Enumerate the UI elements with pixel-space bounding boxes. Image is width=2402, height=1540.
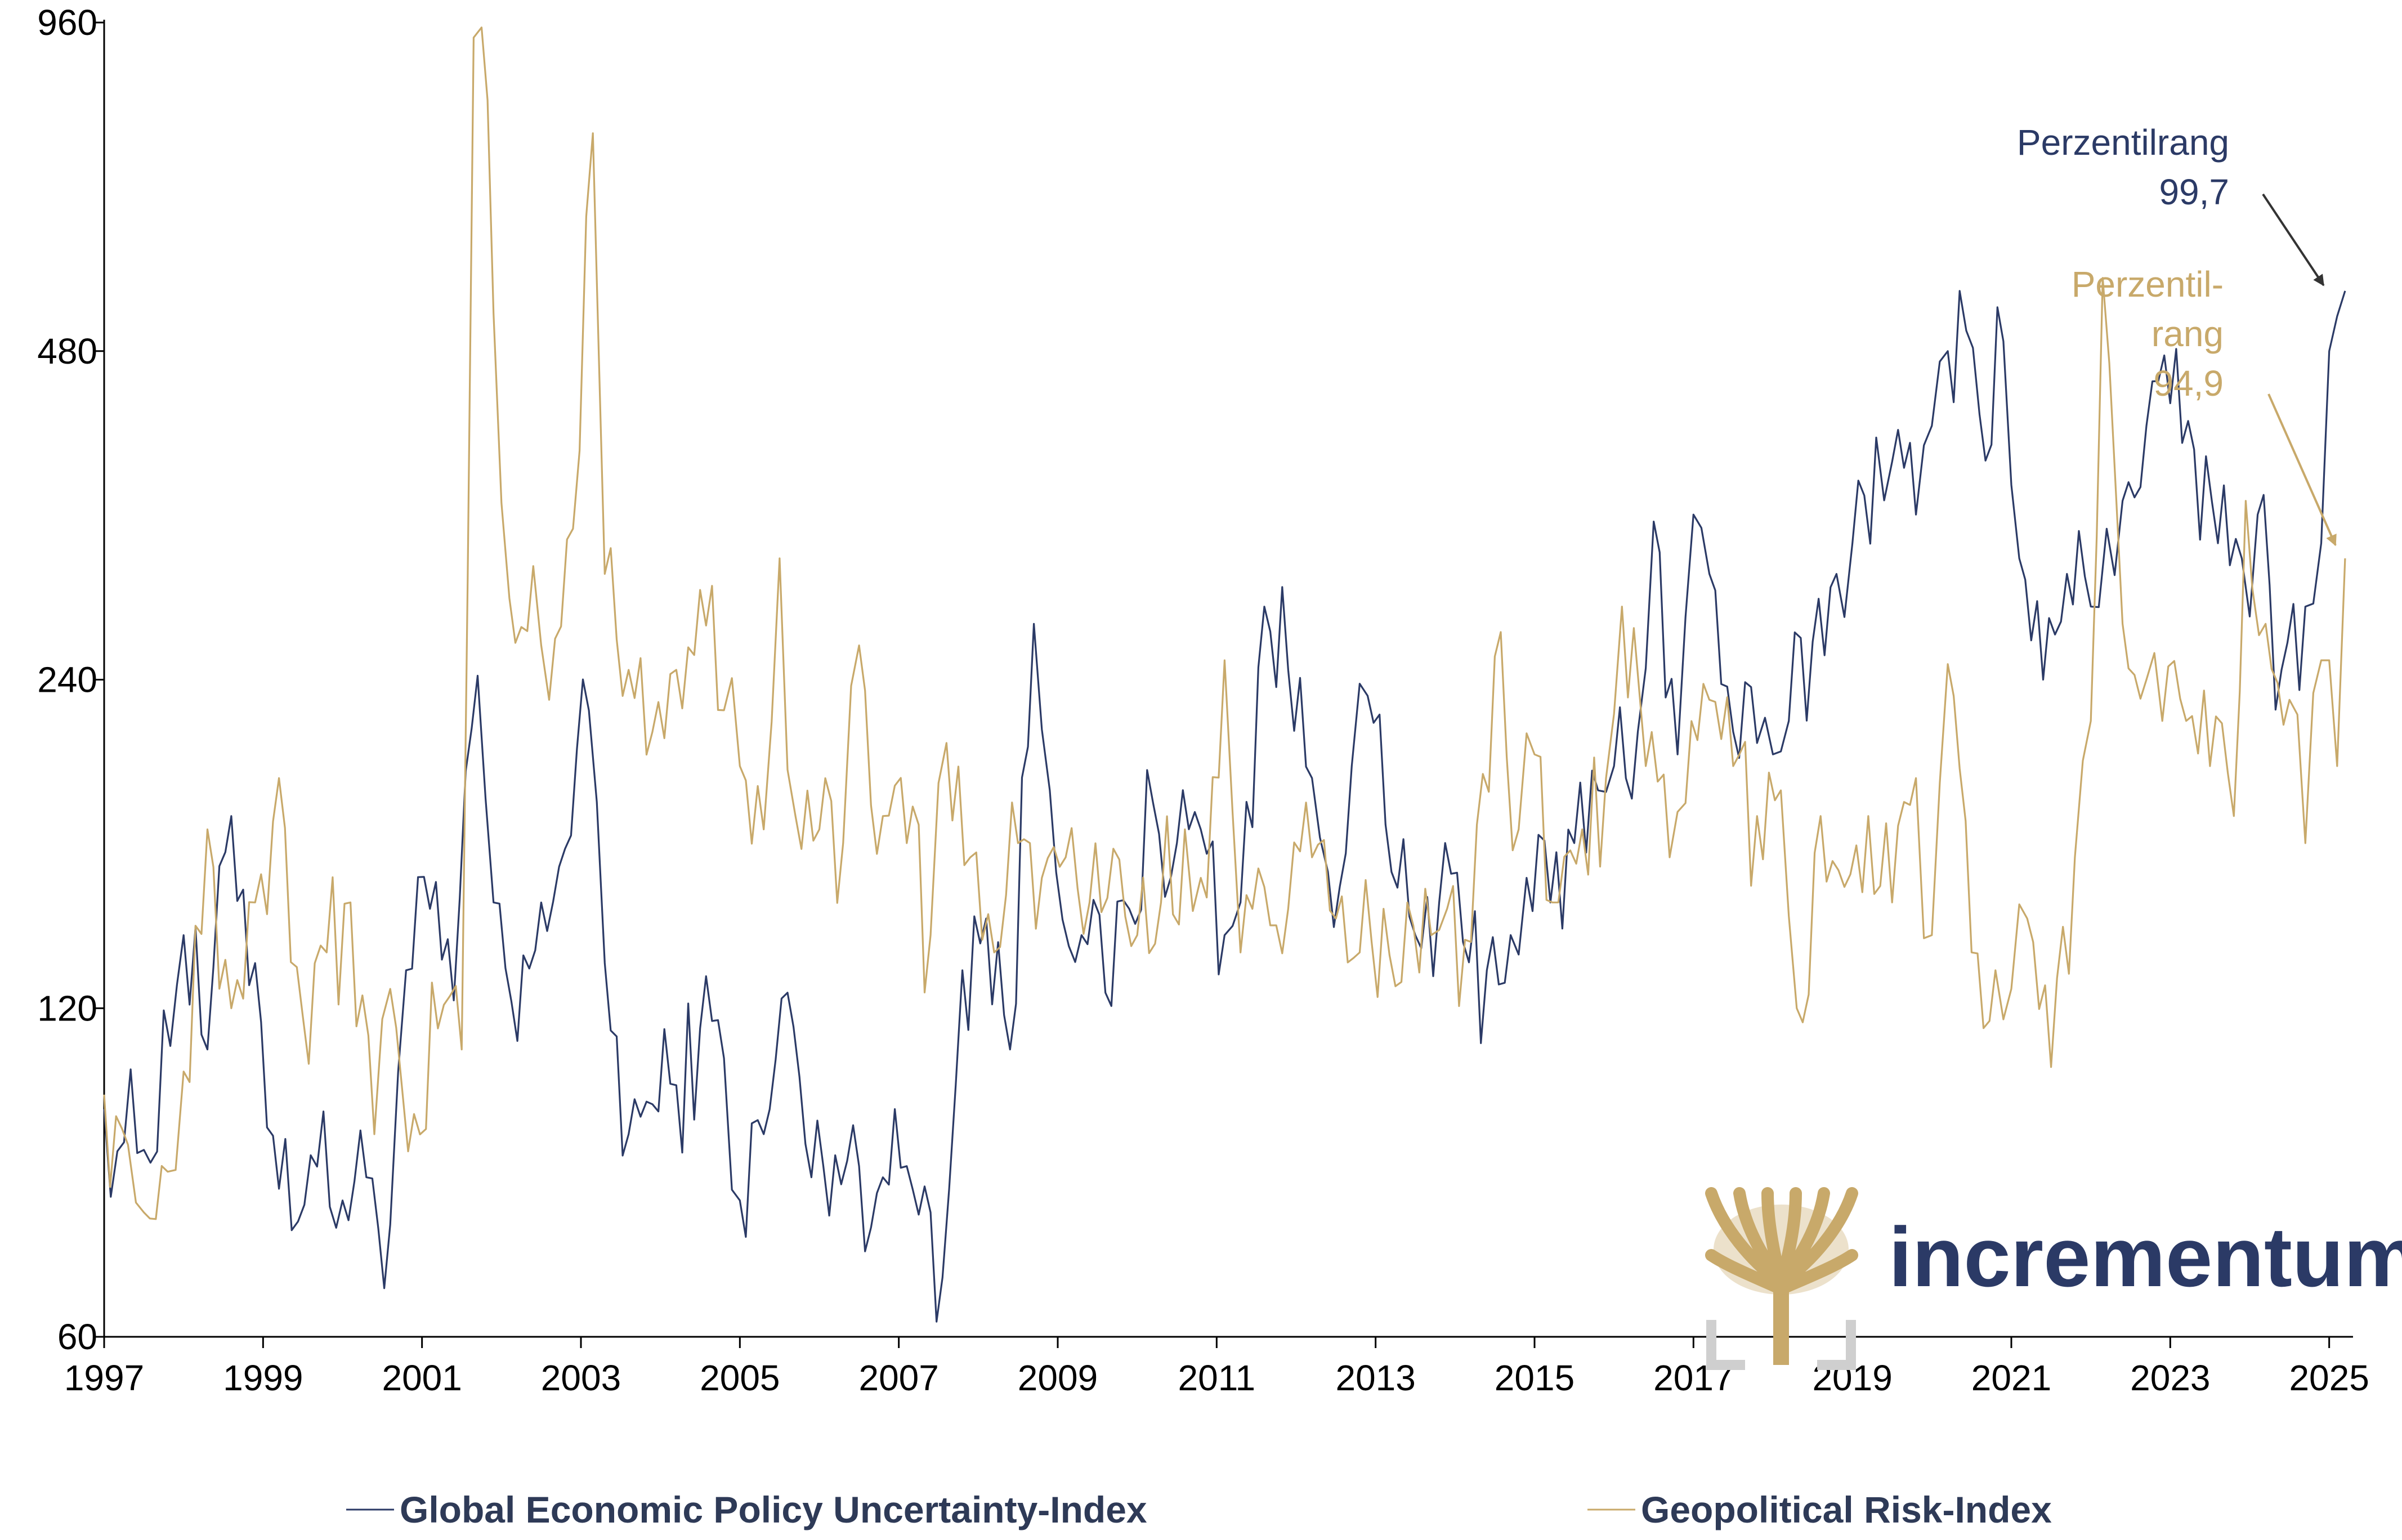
annotation-gpr-label: 94,9 [2153, 363, 2224, 404]
annotation-gpr-label: Perzentil- [2072, 264, 2224, 305]
x-tick-label: 2013 [1335, 1358, 1415, 1398]
y-tick-label: 960 [37, 2, 97, 43]
annotation-epu-label: Perzentilrang [2017, 122, 2229, 163]
x-tick-label: 2001 [382, 1358, 462, 1398]
x-tick-label: 1999 [223, 1358, 303, 1398]
x-tick-label: 2015 [1495, 1358, 1575, 1398]
chart-legend: Global Economic Policy Uncertainty-Index… [346, 1489, 2052, 1530]
brand-name: incrementum [1889, 1210, 2402, 1304]
legend-label-gpr: Geopolitical Risk-Index [1641, 1489, 2052, 1530]
x-tick-label: 2005 [700, 1358, 780, 1398]
series-line-epu [103, 290, 2346, 1323]
annotation-gpr-label: rang [2151, 314, 2224, 354]
x-tick-label: 2023 [2130, 1358, 2210, 1398]
annotation-epu-label: 99,7 [2159, 172, 2229, 212]
x-tick-label: 2025 [2289, 1358, 2369, 1398]
annotation-layer: Perzentilrang 99,7 Perzentil-rang 94,9 [2017, 122, 2337, 547]
y-tick-label: 120 [37, 988, 97, 1028]
annotation-epu-arrow [2262, 193, 2325, 286]
y-tick-label: 480 [37, 331, 97, 371]
y-tick-label: 240 [37, 660, 97, 700]
legend-label-epu: Global Economic Policy Uncertainty-Index [400, 1489, 1147, 1530]
y-tick-label: 60 [57, 1317, 97, 1357]
chart-axes: 60 120 240 480 960 1997 1999 2001 2003 2005 2007 20… [37, 2, 2369, 1398]
tree-icon [1705, 1187, 1858, 1370]
x-tick-label: 2007 [858, 1358, 938, 1398]
annotation-gpr-arrow [2267, 393, 2337, 547]
x-tick-label: 2003 [541, 1358, 621, 1398]
x-tick-label: 2009 [1018, 1358, 1098, 1398]
x-tick-label: 1997 [64, 1358, 144, 1398]
series-line-gpr [103, 26, 2346, 1220]
series-layer [103, 26, 2346, 1323]
x-tick-label: 2021 [1971, 1358, 2051, 1398]
brand-logo: incrementum [1705, 1187, 2402, 1370]
x-tick-label: 2011 [1178, 1358, 1256, 1398]
